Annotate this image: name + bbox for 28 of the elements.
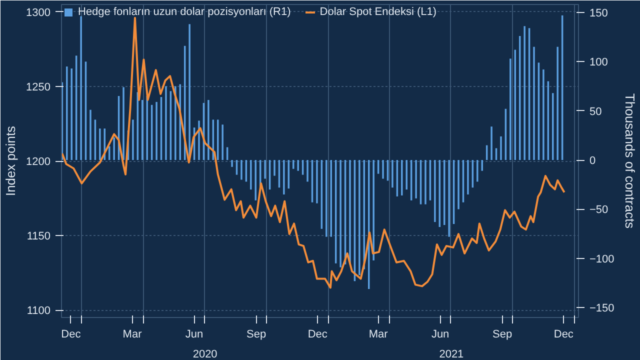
x-tick-label: Sep bbox=[246, 328, 266, 340]
x-tick-label: Mar bbox=[368, 328, 388, 340]
y2-tick-label: 50 bbox=[590, 106, 602, 118]
y-tick-label: 1100 bbox=[26, 305, 50, 318]
line-series bbox=[62, 16, 566, 289]
x-tick-label: Sep bbox=[492, 328, 512, 340]
x-tick-label: Jun bbox=[185, 328, 204, 340]
y2-tick-label: −150 bbox=[590, 302, 614, 315]
x-tick-label: Dec bbox=[61, 328, 82, 340]
y-tick-label: 1150 bbox=[26, 230, 50, 243]
y2-tick-label: −100 bbox=[590, 253, 614, 266]
legend-label: Dolar Spot Endeksi (L1) bbox=[320, 6, 437, 18]
y2-tick-label: 100 bbox=[590, 56, 608, 69]
y2-tick-label: 0 bbox=[590, 155, 596, 168]
x-tick-label: Dec bbox=[308, 328, 328, 340]
y2-tick-label: 150 bbox=[590, 7, 608, 20]
x-tick-label: Mar bbox=[122, 328, 142, 340]
y-tick-label: 1250 bbox=[26, 81, 51, 94]
x-tick-label: Dec bbox=[554, 328, 574, 340]
y-tick-label: 1200 bbox=[26, 156, 51, 168]
y-axis-title: Index points bbox=[3, 125, 18, 196]
y-tick-label: 1300 bbox=[26, 6, 51, 19]
x-tick-label: Jun bbox=[431, 328, 450, 340]
text: 2020 bbox=[192, 348, 218, 360]
y2-tick-label: −50 bbox=[590, 204, 608, 216]
text: 2021 bbox=[439, 348, 464, 360]
legend-label: Hedge fonların uzun dolar pozisyonları (R1) bbox=[78, 6, 291, 18]
y2-axis-title: Thousands of contracts bbox=[622, 93, 638, 230]
